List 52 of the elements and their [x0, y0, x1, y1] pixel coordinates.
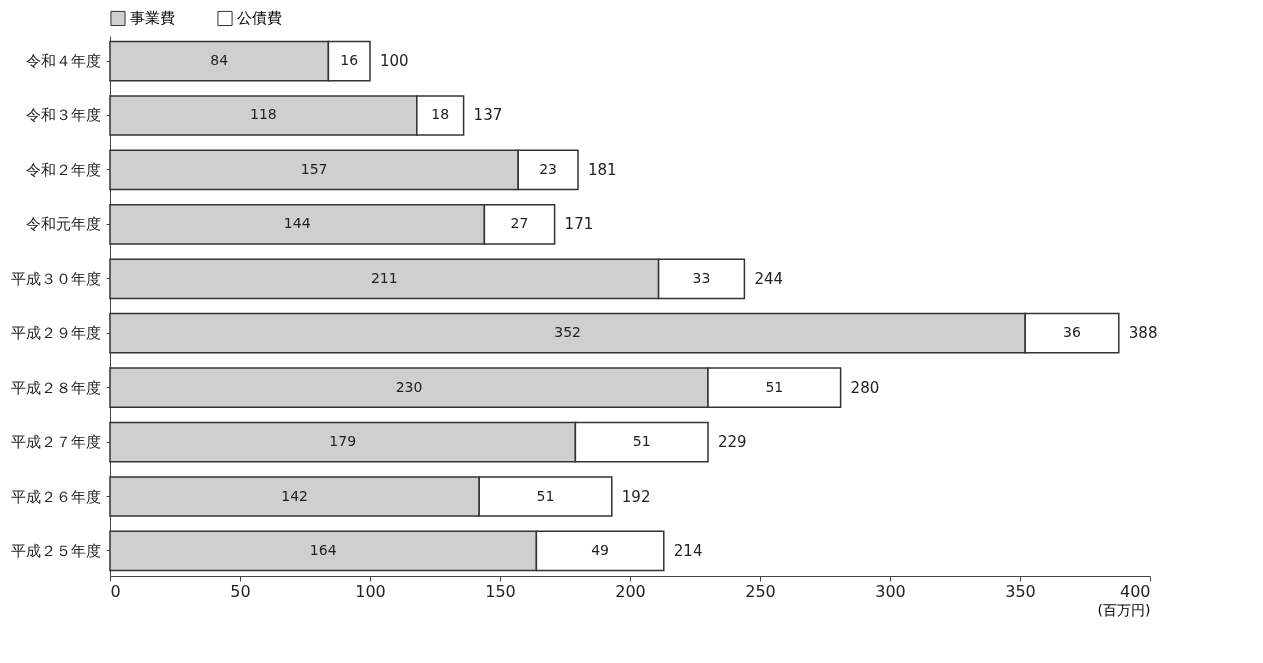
- total-label: 181: [588, 160, 617, 179]
- y-tick-label: 令和４年度: [25, 52, 101, 71]
- total-label: 214: [673, 541, 703, 560]
- total-label: 192: [621, 487, 651, 506]
- data-label: 36: [1063, 324, 1081, 341]
- x-axis-title: (百万円): [1097, 601, 1151, 618]
- data-label: 164: [309, 541, 337, 558]
- total-label: 229: [718, 433, 747, 452]
- data-label: 179: [329, 433, 357, 450]
- data-label: 230: [395, 378, 423, 395]
- y-tick-label: 令和３年度: [25, 106, 101, 125]
- y-tick-label: 平成２６年度: [10, 487, 101, 506]
- data-label: 211: [370, 269, 398, 286]
- total-label: 280: [850, 378, 880, 397]
- total-label: 388: [1128, 324, 1158, 343]
- total-label: 244: [754, 269, 784, 288]
- legend-label: 事業費: [130, 9, 175, 28]
- data-label: 49: [591, 541, 610, 558]
- data-label: 144: [283, 215, 311, 232]
- y-tick-label: 平成２８年度: [10, 378, 101, 397]
- data-label: 27: [510, 215, 529, 232]
- x-tick-label: 250: [745, 581, 776, 601]
- data-label: 51: [632, 433, 651, 450]
- total-label: 171: [564, 215, 594, 234]
- y-tick-label: 平成２９年度: [10, 324, 101, 343]
- data-label: 51: [765, 378, 784, 395]
- x-tick-label: 0: [110, 581, 121, 601]
- x-tick-label: 50: [230, 581, 251, 601]
- total-label: 137: [473, 106, 503, 125]
- total-label: 100: [380, 52, 409, 71]
- x-tick-label: 300: [875, 581, 906, 601]
- data-label: 352: [554, 324, 581, 341]
- data-label: 142: [281, 487, 308, 504]
- data-label: 51: [536, 487, 555, 504]
- data-label: 157: [300, 160, 328, 177]
- data-label: 118: [250, 106, 277, 123]
- x-tick-label: 400: [1119, 581, 1151, 601]
- y-tick-label: 平成２５年度: [10, 541, 101, 560]
- y-tick-label: 令和２年度: [25, 160, 101, 179]
- y-tick-label: 令和元年度: [25, 215, 101, 234]
- x-tick-label: 100: [355, 581, 386, 601]
- x-tick-label: 150: [485, 581, 516, 601]
- y-tick-label: 平成３０年度: [10, 269, 101, 288]
- data-label: 18: [431, 106, 450, 123]
- data-label: 84: [210, 52, 229, 69]
- y-tick-label: 平成２７年度: [10, 433, 101, 452]
- x-tick-label: 200: [615, 581, 646, 601]
- data-label: 23: [539, 160, 558, 177]
- legend-label: 公債費: [237, 9, 282, 28]
- x-tick-label: 350: [1005, 581, 1036, 601]
- data-label: 16: [340, 52, 359, 69]
- data-label: 33: [692, 269, 711, 286]
